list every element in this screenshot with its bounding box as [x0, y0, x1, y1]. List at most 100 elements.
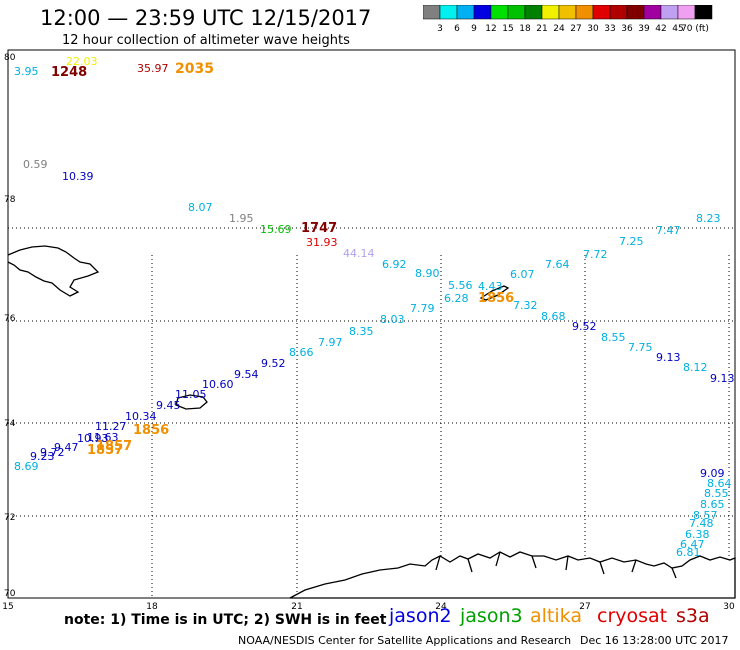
- wave-height-label: 1248: [51, 65, 87, 80]
- map-title: 12:00 — 23:59 UTC 12/15/2017: [40, 6, 372, 30]
- wave-height-label: 9.52: [261, 357, 286, 370]
- wave-height-label: 6.07: [510, 268, 535, 281]
- wave-height-label: 31.93: [306, 236, 338, 249]
- scale-label: 9: [471, 24, 477, 34]
- fjord-lines: [435, 551, 677, 579]
- wave-height-label: 11.63: [87, 431, 119, 444]
- norway-coast: [289, 551, 736, 599]
- scale-label: 45: [672, 24, 683, 34]
- wave-height-label: 9.09: [700, 467, 725, 480]
- wave-height-label: 5.56: [448, 279, 473, 292]
- longitude-label: 27: [579, 602, 590, 612]
- svalbard-coast: [7, 245, 100, 297]
- wave-height-label: 10.60: [202, 378, 234, 391]
- coastline: [7, 245, 736, 599]
- latitude-label: 74: [4, 419, 16, 429]
- scale-label: 24: [553, 24, 565, 34]
- wave-height-label: 11.05: [175, 388, 207, 401]
- wave-height-label: 7.75: [628, 341, 653, 354]
- wave-height-label: 3.95: [14, 65, 39, 78]
- scale-label: 3: [437, 24, 443, 34]
- wave-height-label: 0.59: [23, 158, 48, 171]
- scale-label: 33: [604, 24, 615, 34]
- longitude-label: 15: [2, 602, 13, 612]
- scale-label: 6: [454, 24, 460, 34]
- longitude-labels: 15 18 21 24 27 30: [2, 602, 735, 612]
- wave-height-label: 10.34: [125, 410, 157, 423]
- latitude-label: 70: [4, 589, 16, 599]
- wave-height-label: 7.97: [318, 336, 343, 349]
- wave-height-label: 10.39: [62, 170, 94, 183]
- scale-label: 42: [655, 24, 666, 34]
- bear-island: [175, 394, 208, 410]
- legend-jason3: jason3: [460, 605, 523, 627]
- wave-height-label: 15.69: [260, 223, 292, 236]
- wave-height-label: 1857: [87, 443, 123, 458]
- wave-height-label: 8.23: [696, 212, 721, 225]
- wave-height-label: 22.03: [66, 55, 98, 68]
- scale-label: 18: [519, 24, 531, 34]
- wave-height-label: 1856: [478, 291, 514, 306]
- generated-timestamp: Dec 16 13:28:00 UTC 2017: [580, 634, 729, 647]
- wave-height-label: 11.27: [95, 420, 127, 433]
- wave-height-label: 8.55: [704, 487, 729, 500]
- legend-jason2: jason2: [389, 605, 452, 627]
- wave-height-label: 8.65: [700, 498, 725, 511]
- wave-height-label: 9.54: [234, 368, 259, 381]
- longitude-label: 21: [291, 602, 302, 612]
- scale-label: 12: [485, 24, 496, 34]
- wave-height-label: 9.72: [40, 446, 65, 459]
- wave-height-label: 8.35: [349, 325, 374, 338]
- legend-s3a: s3a: [676, 605, 710, 627]
- wave-height-label: 7.25: [619, 235, 644, 248]
- wave-height-label: 7.47: [656, 224, 681, 237]
- wave-height-label: 8.07: [188, 201, 213, 214]
- wave-height-label: 9.13: [656, 351, 681, 364]
- wave-height-label: 7.48: [689, 517, 714, 530]
- map-frame: [7, 49, 736, 599]
- wave-height-label: 1747: [301, 221, 337, 236]
- wave-height-label: 6.47: [680, 538, 705, 551]
- latitude-label: 76: [4, 314, 16, 324]
- longitude-label: 24: [435, 602, 447, 612]
- latitude-labels: 80 78 76 74 72 70: [4, 53, 16, 599]
- wave-height-label: 9.13: [710, 372, 735, 385]
- wave-height-label: 8.90: [415, 267, 440, 280]
- grid: [8, 227, 735, 598]
- wave-height-label: 8.55: [601, 331, 626, 344]
- wave-height-label: 10.93: [77, 432, 109, 445]
- wave-height-label: 1856: [133, 423, 169, 438]
- latitude-label: 78: [4, 195, 16, 205]
- wave-height-label: 9.23: [30, 450, 55, 463]
- scale-label: 15: [502, 24, 513, 34]
- scale-label: 21: [536, 24, 547, 34]
- longitude-label: 18: [146, 602, 158, 612]
- wave-height-label: 6.81: [676, 546, 701, 559]
- scale-swatch: [694, 5, 713, 20]
- wave-height-label: 8.68: [541, 310, 566, 323]
- wave-height-label: 6.92: [382, 258, 407, 271]
- wave-height-label: 7.72: [583, 248, 608, 261]
- wave-height-label: 8.66: [289, 346, 314, 359]
- wave-height-label: 9.47: [54, 441, 79, 454]
- wave-height-label: 2035: [175, 61, 214, 77]
- wave-height-label: 7.32: [513, 299, 538, 312]
- legend-cryosat: cryosat: [597, 605, 668, 627]
- scale-label: 70 (ft): [681, 24, 709, 34]
- wave-height-label: 7.64: [545, 258, 570, 271]
- footer-note: note: 1) Time is in UTC; 2) SWH is in fe…: [64, 612, 387, 628]
- wave-height-label: 6.38: [685, 528, 710, 541]
- wave-height-label: 9.52: [572, 320, 597, 333]
- wave-height-label: 35.97: [137, 62, 169, 75]
- latitude-label: 80: [4, 53, 16, 63]
- scale-label: 27: [570, 24, 581, 34]
- wave-height-label: 8.64: [707, 477, 732, 490]
- wave-height-label: 8.12: [683, 361, 708, 374]
- wave-height-label: 8.69: [14, 460, 39, 473]
- wave-height-label: 9.45: [156, 399, 181, 412]
- scale-label: 30: [587, 24, 599, 34]
- longitude-label: 30: [723, 602, 735, 612]
- map-subtitle: 12 hour collection of altimeter wave hei…: [62, 33, 350, 48]
